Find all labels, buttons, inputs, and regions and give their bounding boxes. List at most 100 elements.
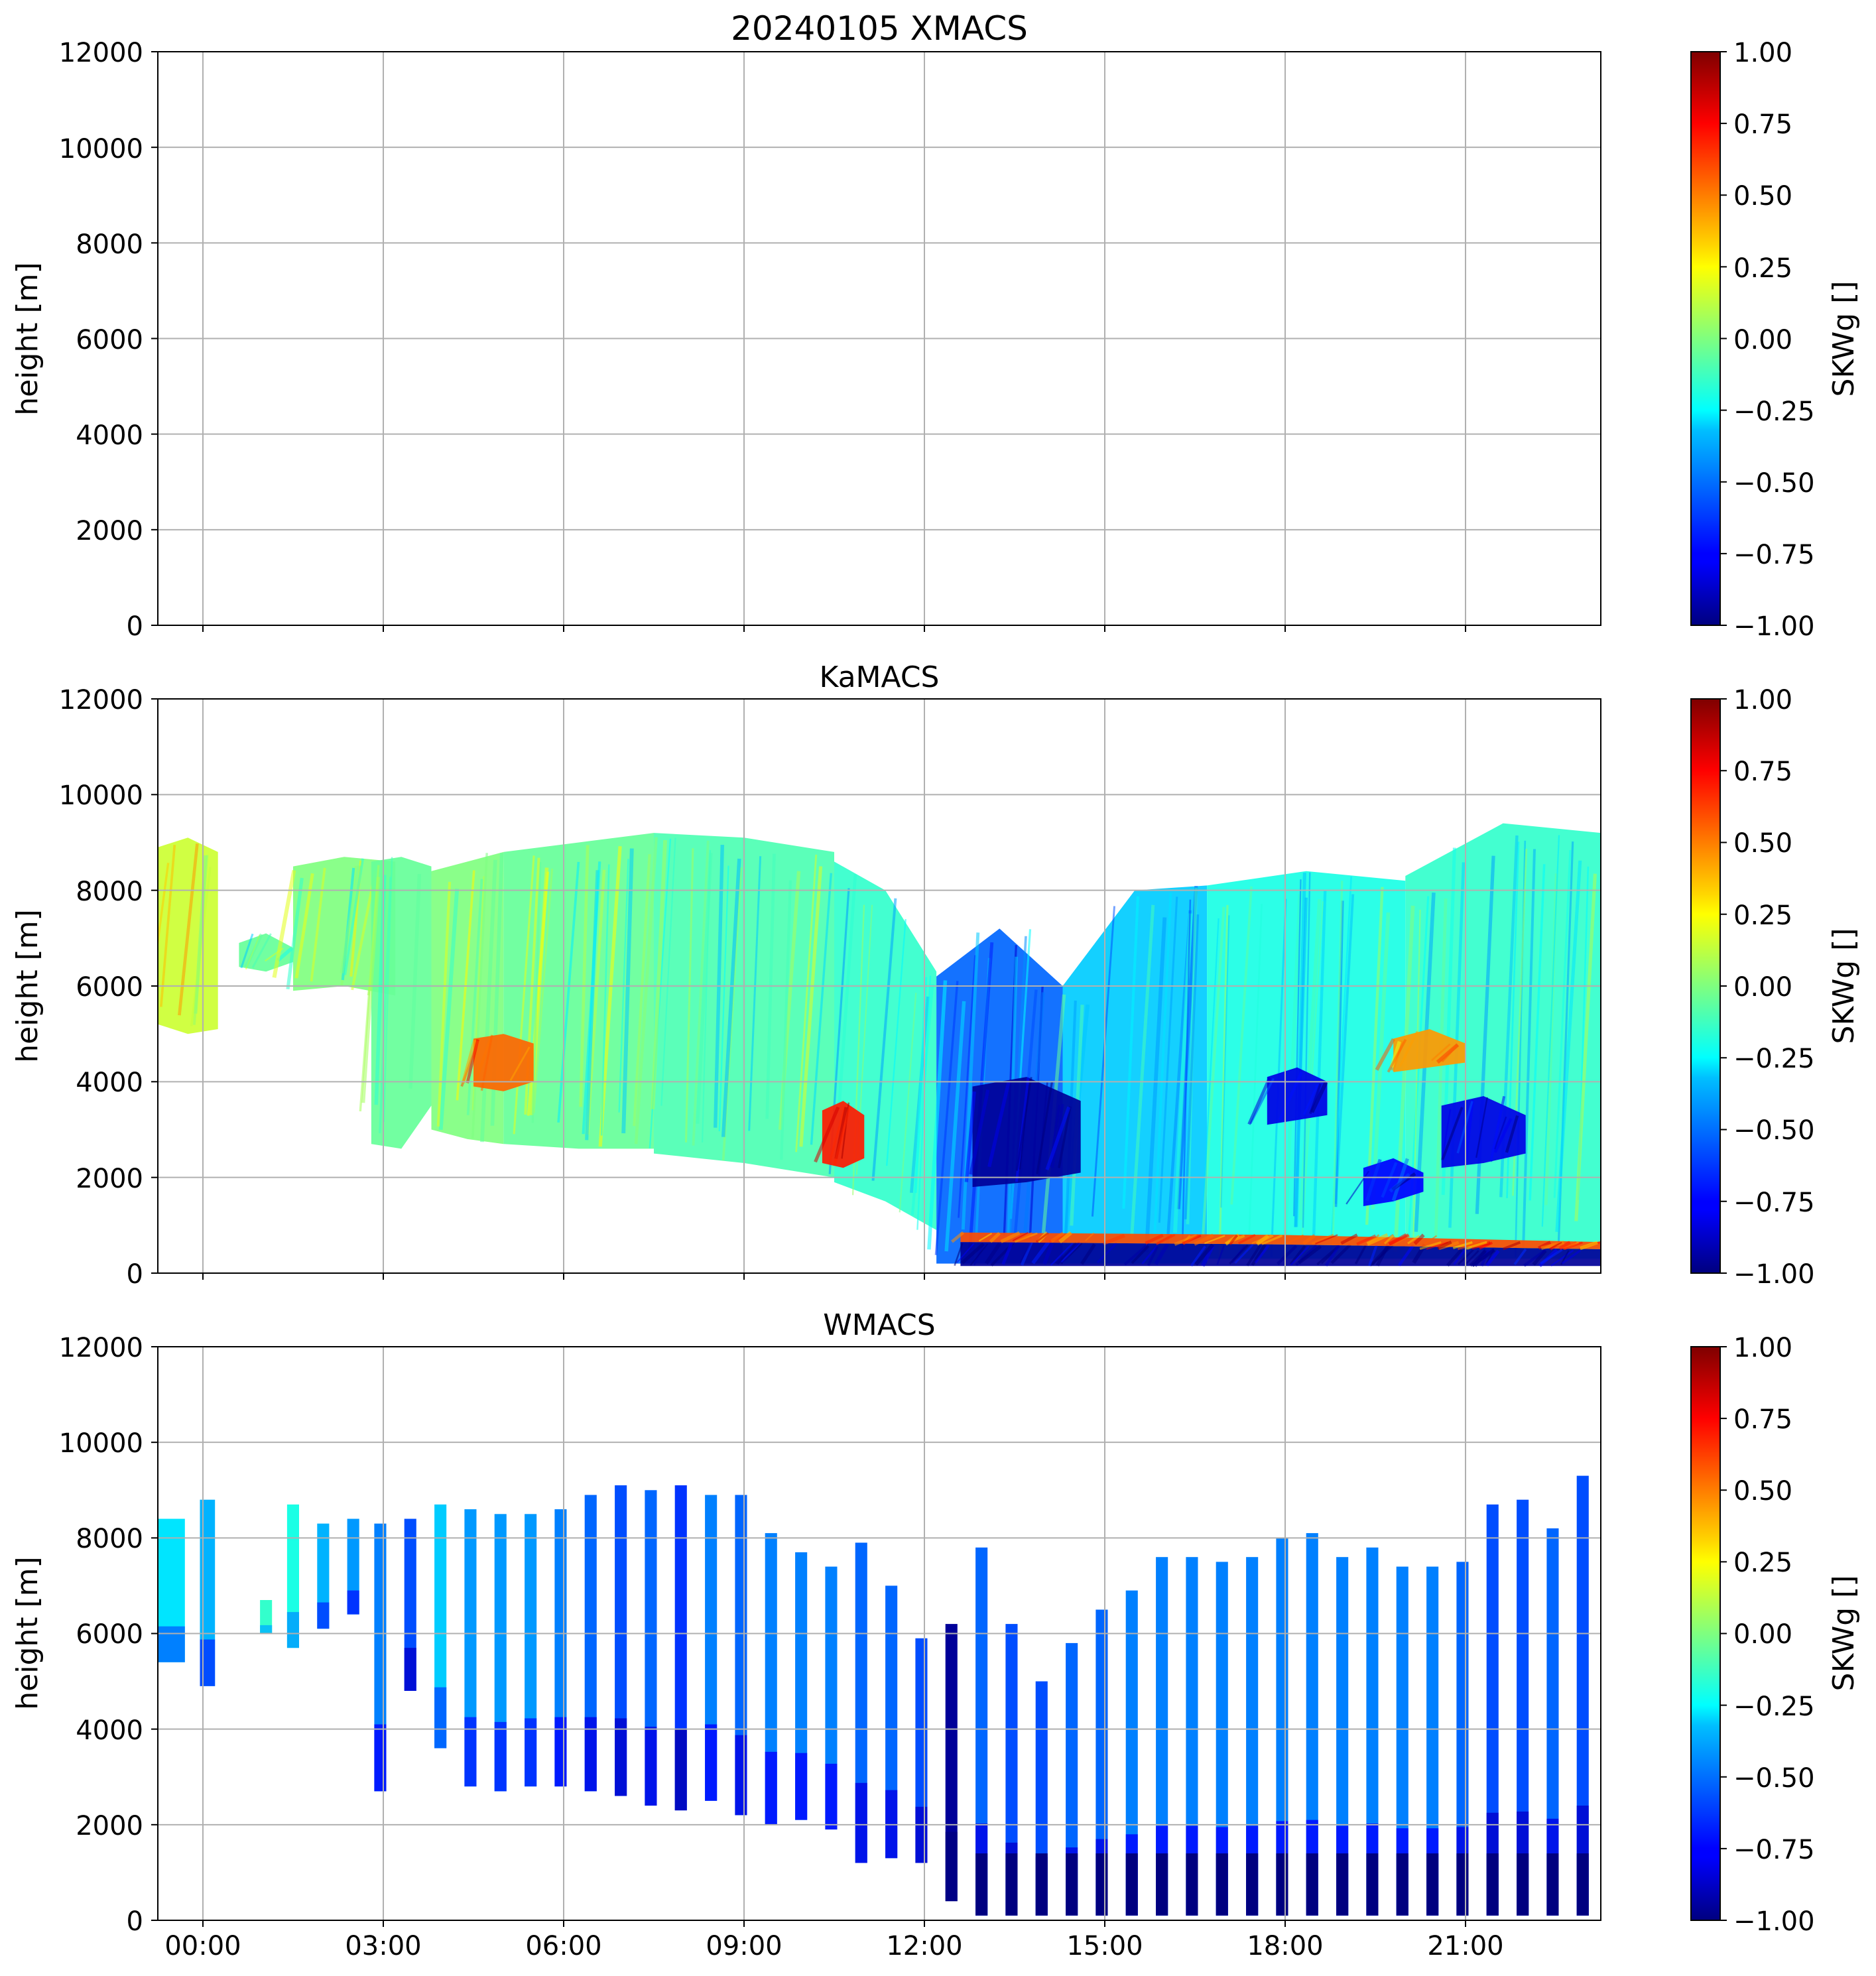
data-streak xyxy=(961,1242,985,1265)
data-streak xyxy=(1457,1241,1481,1251)
colorbar-tick-label: 0.25 xyxy=(1733,1548,1792,1578)
colorbar-tick-label: −0.75 xyxy=(1733,1835,1815,1865)
data-region xyxy=(293,857,396,996)
data-streak xyxy=(1475,1097,1488,1158)
data-streak xyxy=(1031,1241,1050,1265)
colorbar-gradient xyxy=(1690,698,1721,1274)
data-strip-base xyxy=(1095,1853,1108,1916)
y-tick-label: 0 xyxy=(127,1906,143,1937)
data-streak xyxy=(1324,1244,1341,1266)
data-streak xyxy=(1493,1117,1513,1153)
data-strip-base xyxy=(1186,1853,1198,1916)
y-tick-label: 6000 xyxy=(76,972,143,1003)
data-strip-lower xyxy=(735,1735,747,1816)
y-axis: 0 2000 4000 6000 8000 10000 12000 xyxy=(59,1333,1466,1937)
y-tick-label: 12000 xyxy=(59,685,143,715)
y-axis-label: height [m] xyxy=(11,262,44,415)
data-streak xyxy=(1529,864,1546,1201)
data-streak xyxy=(159,845,176,1007)
data-streak xyxy=(1237,1233,1256,1245)
colorbar-tick-label: −0.75 xyxy=(1733,540,1815,570)
data-strip-base xyxy=(1336,1853,1349,1916)
data-streak xyxy=(1548,1241,1562,1250)
data-streak xyxy=(1154,1243,1169,1265)
data-streak xyxy=(1190,1245,1206,1267)
data-streak xyxy=(1538,1241,1552,1250)
data-strip-lower xyxy=(200,1639,216,1686)
data-streak xyxy=(1424,1235,1438,1245)
data-streak xyxy=(1080,1243,1096,1265)
colorbar-xmacs: −1.00 −0.75 −0.50 −0.25 0.00 0.25 0.50 0… xyxy=(1690,38,1861,642)
data-strip-base xyxy=(1035,1853,1048,1916)
panel-kamacs: KaMACS height [m] 0 2000 4000 6000 8000 … xyxy=(11,660,1861,1290)
data-strip-lower xyxy=(494,1721,507,1792)
data-streak xyxy=(1261,1234,1283,1245)
data-strip-base xyxy=(1276,1853,1288,1916)
x-tick-label: 18:00 xyxy=(1247,1931,1323,1961)
y-tick-label: 2000 xyxy=(76,516,143,546)
data-streak xyxy=(1471,1241,1491,1250)
data-streak xyxy=(1555,860,1582,1232)
data-streak xyxy=(1123,1245,1147,1266)
data-strip-lower xyxy=(584,1717,597,1792)
data-streak xyxy=(1381,1162,1398,1198)
data-streak xyxy=(684,848,694,1142)
data-streak xyxy=(1017,1232,1032,1242)
data-streak xyxy=(1216,1245,1225,1265)
gridlines-wmacs xyxy=(158,1347,1601,1920)
data-streak xyxy=(934,981,959,1255)
data-streak xyxy=(964,1091,976,1182)
data-streak xyxy=(1230,886,1253,1205)
data-streak xyxy=(1471,1248,1496,1267)
y-axis: 0 2000 4000 6000 8000 10000 12000 xyxy=(59,685,1466,1290)
data-streak xyxy=(1502,1241,1521,1251)
data-streak xyxy=(1038,1082,1048,1177)
data-streak xyxy=(1558,1241,1572,1251)
x-tick-label: 15:00 xyxy=(1066,1931,1143,1961)
data-streak xyxy=(286,877,304,990)
data-streak xyxy=(1290,1245,1310,1266)
data-strip-base xyxy=(1306,1853,1318,1916)
data-strip xyxy=(260,1600,273,1634)
data-streak xyxy=(461,1039,477,1084)
y-axis-label: height [m] xyxy=(11,909,44,1062)
data-streak xyxy=(1384,1235,1395,1245)
y-axis: 0 2000 4000 6000 8000 10000 12000 xyxy=(59,38,1466,642)
data-streak xyxy=(1369,1244,1394,1266)
colorbar-tick-label: −0.75 xyxy=(1733,1188,1815,1218)
data-streak xyxy=(1368,1245,1378,1266)
data-streak xyxy=(1331,881,1344,1255)
data-streak xyxy=(582,861,601,1135)
data-streak xyxy=(240,933,254,969)
x-tick-label: 06:00 xyxy=(525,1931,601,1961)
data-streak xyxy=(871,898,897,1181)
data-streak xyxy=(810,873,832,1145)
data-streak xyxy=(1202,906,1225,1235)
data-streak xyxy=(531,862,542,1123)
data-streak xyxy=(1015,1077,1032,1171)
data-streak xyxy=(1193,1233,1214,1246)
chart-title: WMACS xyxy=(823,1308,935,1342)
data-streak xyxy=(954,1243,964,1266)
data-streak xyxy=(1312,890,1327,1241)
data-streak xyxy=(1145,1233,1164,1245)
data-streak xyxy=(1019,1242,1031,1263)
data-streak xyxy=(633,854,651,1127)
data-strip-lower xyxy=(554,1717,567,1787)
y-tick-label: 4000 xyxy=(76,420,143,451)
data-streak xyxy=(438,889,460,1130)
data-streak xyxy=(1453,1249,1466,1265)
data-streak xyxy=(1147,1245,1159,1266)
data-strip-lower xyxy=(674,1729,687,1811)
data-streak xyxy=(1158,896,1178,1223)
data-streak xyxy=(1464,1250,1479,1266)
data-streak xyxy=(1276,1245,1298,1265)
data-streak xyxy=(1204,1235,1225,1245)
data-streak xyxy=(1050,1242,1074,1266)
data-streak xyxy=(1441,1109,1452,1160)
data-streak xyxy=(748,856,762,1131)
data-streak xyxy=(1234,1243,1254,1264)
data-streak xyxy=(1141,1245,1158,1265)
data-strip-base xyxy=(1366,1853,1379,1916)
data-streak xyxy=(828,1106,846,1162)
